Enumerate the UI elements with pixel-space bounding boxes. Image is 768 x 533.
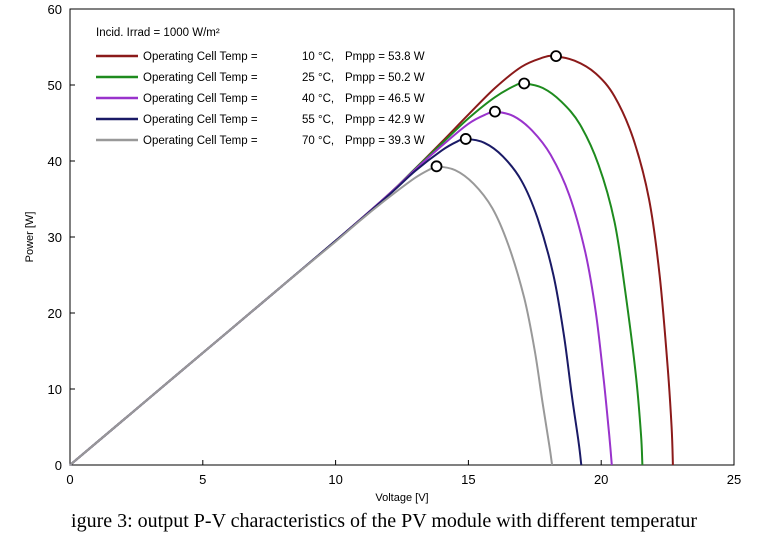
legend-item: Operating Cell Temp = 10 °C, Pmpp = 53.8…	[96, 51, 425, 63]
x-tick-label: 5	[199, 472, 206, 487]
y-tick-label: 0	[55, 458, 62, 473]
legend-label: Operating Cell Temp =	[143, 114, 258, 126]
pv-chart: 0 5 10 15 20 25 0 10 20 30 40 50 60 Incid. Irrad = 1…	[24, 2, 741, 504]
mpp-marker-55c	[459, 133, 472, 145]
x-tick-label: 20	[594, 472, 608, 487]
x-tick-label: 25	[727, 472, 741, 487]
legend-item: Operating Cell Temp = 55 °C, Pmpp = 42.9…	[96, 114, 425, 126]
y-tick-label: 10	[48, 382, 62, 397]
legend-pmpp: Pmpp = 53.8 W	[345, 51, 425, 63]
mpp-marker-70c	[430, 160, 443, 173]
legend-label: Operating Cell Temp =	[143, 135, 258, 147]
series-line-70c	[69, 165, 554, 466]
legend-header: Incid. Irrad = 1000 W/m²	[96, 27, 220, 39]
legend-pmpp: Pmpp = 46.5 W	[345, 93, 425, 105]
legend-temp: 40 °C,	[302, 93, 334, 105]
legend-label: Operating Cell Temp =	[143, 72, 258, 84]
legend-label: Operating Cell Temp =	[143, 93, 258, 105]
x-tick-label: 15	[461, 472, 475, 487]
y-tick-label: 40	[48, 154, 62, 169]
series-line-55c	[69, 137, 583, 466]
y-axis-title: Power [W]	[24, 212, 36, 263]
legend-temp: 10 °C,	[302, 51, 334, 63]
legend-item: Operating Cell Temp = 25 °C, Pmpp = 50.2…	[96, 72, 425, 84]
y-tick-label: 20	[48, 306, 62, 321]
legend-pmpp: Pmpp = 50.2 W	[345, 72, 425, 84]
legend-temp: 25 °C,	[302, 72, 334, 84]
x-axis-title: Voltage [V]	[375, 492, 428, 504]
legend-temp: 70 °C,	[302, 135, 334, 147]
y-tick-label: 30	[48, 230, 62, 245]
series-line-40c	[69, 110, 613, 466]
legend-temp: 55 °C,	[302, 114, 334, 126]
legend-pmpp: Pmpp = 42.9 W	[345, 114, 425, 126]
legend-item: Operating Cell Temp = 40 °C, Pmpp = 46.5…	[96, 93, 425, 105]
mpp-marker-10c	[550, 50, 562, 63]
y-tick-label: 60	[48, 2, 62, 17]
mpp-marker-40c	[489, 105, 501, 118]
figure-caption: igure 3: output P-V characteristics of t…	[71, 510, 697, 532]
legend-label: Operating Cell Temp =	[143, 51, 258, 63]
x-tick-label: 10	[328, 472, 342, 487]
legend-item: Operating Cell Temp = 70 °C, Pmpp = 39.3…	[96, 135, 425, 147]
mpp-marker-25c	[518, 77, 531, 90]
x-tick-label: 0	[66, 472, 73, 487]
legend-pmpp: Pmpp = 39.3 W	[345, 135, 425, 147]
legend: Incid. Irrad = 1000 W/m² Operating Cell …	[96, 27, 425, 147]
y-tick-label: 50	[48, 78, 62, 93]
